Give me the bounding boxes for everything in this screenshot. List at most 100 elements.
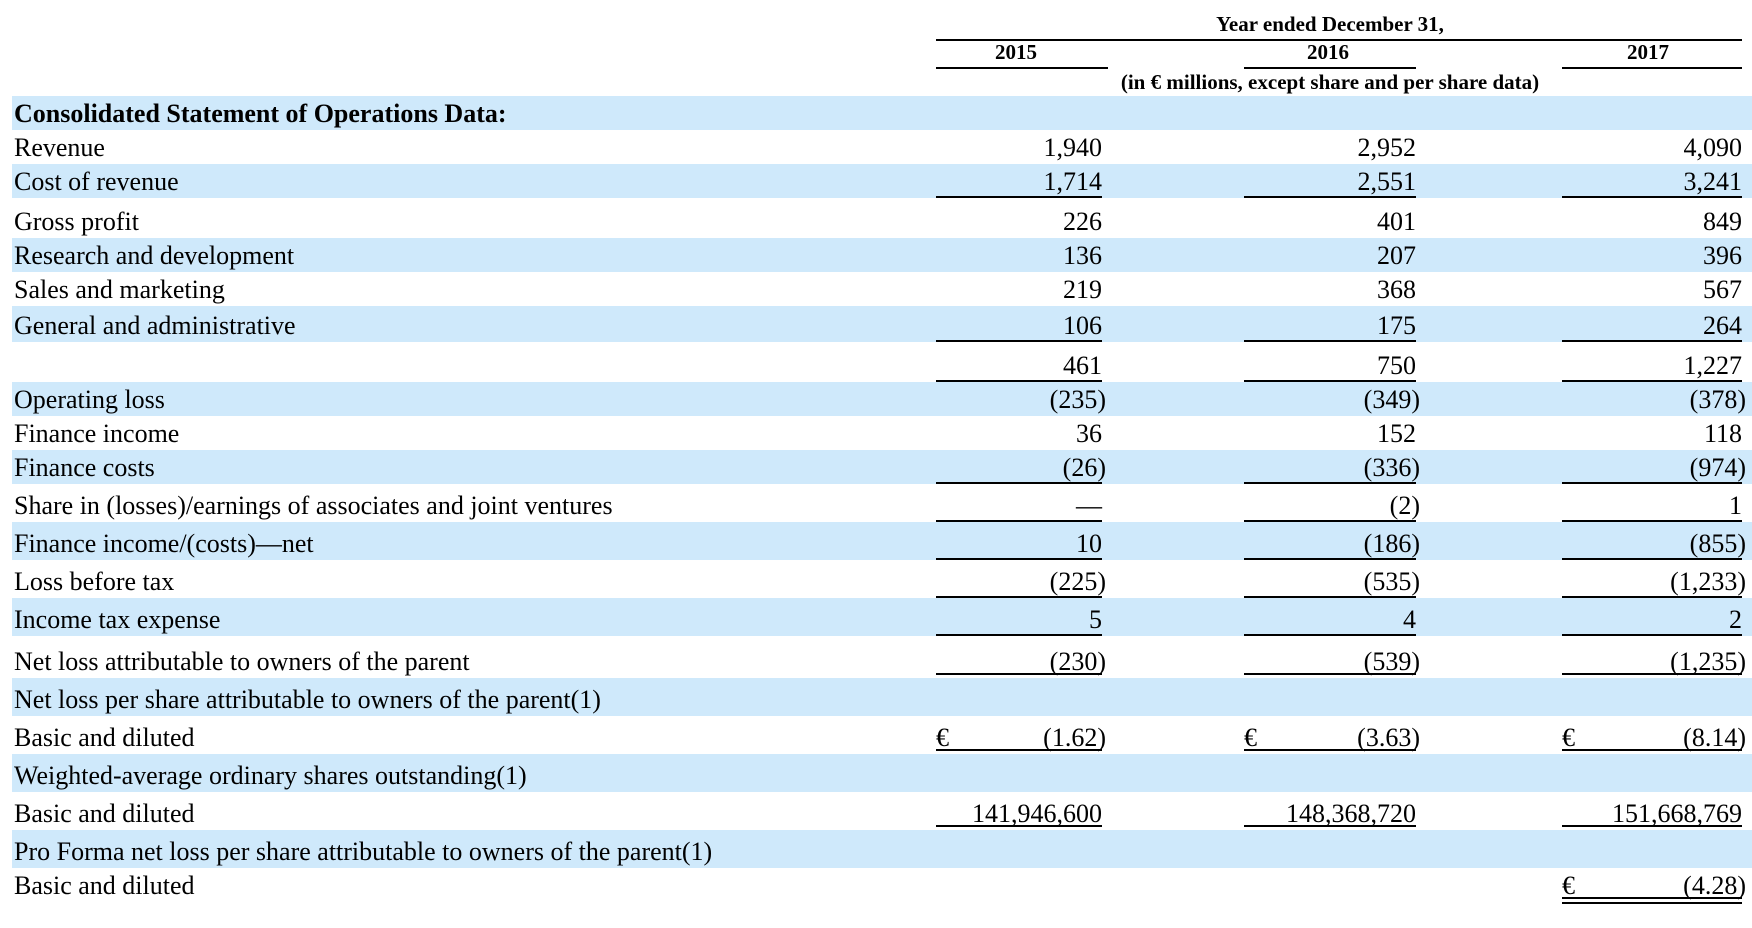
underline [936,558,1102,560]
underline [1244,380,1416,382]
row-label: Revenue [14,133,105,162]
value-cell-2016: (2) [1244,490,1420,522]
value-cell-2017: (378) [1562,384,1746,416]
value-cell-2015 [936,870,1102,902]
value-cell-2015 [936,836,1102,868]
underline [1244,520,1416,522]
row-gross-profit: Gross profit 226 401 849 [12,200,1752,238]
value-cell-2017 [1562,684,1742,716]
value-2016: 207 [1377,241,1416,270]
value-2017: (1,233) [1670,567,1746,596]
underline [1244,340,1416,342]
row-label: Gross profit [14,207,139,236]
underline [936,482,1102,484]
value-2016: 2,952 [1357,133,1417,162]
underline [936,634,1102,636]
underline [936,340,1102,342]
year-2016-header: 2016 [1307,40,1349,64]
currency-symbol: € [1562,871,1575,900]
value-cell-2015: 141,946,600 [936,798,1102,830]
value-cell-2017: € (8.14) [1562,722,1746,754]
value-cell-2017: (1,235) [1562,646,1746,678]
value-2016: (2) [1389,491,1420,520]
row-basic-and-diluted: Basic and diluted € (4.28) [12,868,1752,904]
underline [1562,558,1742,560]
value-2016: (349) [1363,385,1420,414]
value-cell-2016: 148,368,720 [1244,798,1416,830]
period-title-rule [936,39,1742,41]
value-cell-2017: 264 [1562,310,1742,342]
value-2015: 461 [1063,351,1102,380]
value-2015: 1,940 [1043,133,1103,162]
value-2015: (26) [1062,453,1106,482]
value-cell-2016: 2,551 [1244,166,1417,198]
value-cell-2015: 1,714 [936,166,1103,198]
value-cell-2015: 1,940 [936,132,1103,164]
value-cell-2017: 4,090 [1562,132,1743,164]
row-basic-and-diluted: Basic and diluted € (1.62) € (3.63) € (8.14) [12,716,1752,756]
row-consolidated-statement-of-operations-data: Consolidated Statement of Operations Dat… [12,96,1752,130]
value-cell-2017: 1 [1562,490,1742,522]
row-general-and-administrative: General and administrative 106 175 264 [12,306,1752,342]
value-2017: 264 [1703,311,1742,340]
value-2017: 3,241 [1683,167,1743,196]
value-2015: 136 [1063,241,1102,270]
underline [1562,596,1742,598]
row-label: Finance income/(costs)—net [14,529,314,558]
underline [1562,482,1742,484]
row-label: Sales and marketing [14,275,225,304]
value-2016: (186) [1363,529,1420,558]
row-sales-and-marketing: Sales and marketing 219 368 567 [12,272,1752,306]
value-2015: — [1076,491,1102,520]
value-2016: (3.63) [1357,723,1420,752]
value-2017: (4.28) [1683,871,1746,900]
value-cell-2016 [1244,870,1416,902]
value-2015: (235) [1049,385,1106,414]
row-label: Finance costs [14,453,155,482]
row-label: Cost of revenue [14,167,179,196]
value-cell-2017: 151,668,769 [1562,798,1742,830]
value-2017: (855) [1689,529,1746,558]
value-2015: 10 [1076,529,1102,558]
underline [1244,558,1416,560]
underline [1562,340,1742,342]
row-net-loss-attributable-to-owners-of-the-parent: Net loss attributable to owners of the p… [12,636,1752,680]
value-cell-2016 [1244,760,1416,792]
year-header-rule-2015 [936,67,1108,69]
value-cell-2017: € (4.28) [1562,870,1746,902]
underline [1244,196,1416,198]
value-cell-2017: 396 [1562,240,1742,272]
value-cell-2016: 152 [1244,418,1416,450]
underline [1244,482,1416,484]
value-cell-2016: (186) [1244,528,1420,560]
value-2015: (230) [1049,647,1106,676]
value-cell-2015: 461 [936,350,1102,382]
row-label: Basic and diluted [14,723,195,752]
row-cost-of-revenue: Cost of revenue 1,714 2,551 3,241 [12,164,1752,198]
currency-symbol: € [1244,723,1257,752]
value-cell-2015: 10 [936,528,1102,560]
value-cell-2015: 106 [936,310,1102,342]
value-2015: 219 [1063,275,1102,304]
value-2015: 1,714 [1043,167,1103,196]
value-2016: (535) [1363,567,1420,596]
value-cell-2015: (225) [936,566,1106,598]
value-cell-2016: (539) [1244,646,1420,678]
year-2017-header: 2017 [1627,40,1669,64]
value-2015: 226 [1063,207,1102,236]
units-note: (in € millions, except share and per sha… [1120,70,1540,94]
value-cell-2017: 1,227 [1562,350,1743,382]
row-research-and-development: Research and development 136 207 396 [12,238,1752,272]
value-cell-2017 [1562,760,1742,792]
value-2017: 567 [1703,275,1742,304]
row-finance-income: Finance income 36 152 118 [12,416,1752,450]
row-label: Share in (losses)/earnings of associates… [14,491,613,520]
underline [1244,634,1416,636]
value-2015: 106 [1063,311,1102,340]
underline [936,196,1102,198]
value-2016: 401 [1377,207,1416,236]
row-pro-forma-net-loss-per-share-attributable-to-owners-of-the-parent-1: Pro Forma net loss per share attributabl… [12,830,1752,868]
value-cell-2017 [1562,98,1742,130]
value-cell-2015: — [936,490,1102,522]
